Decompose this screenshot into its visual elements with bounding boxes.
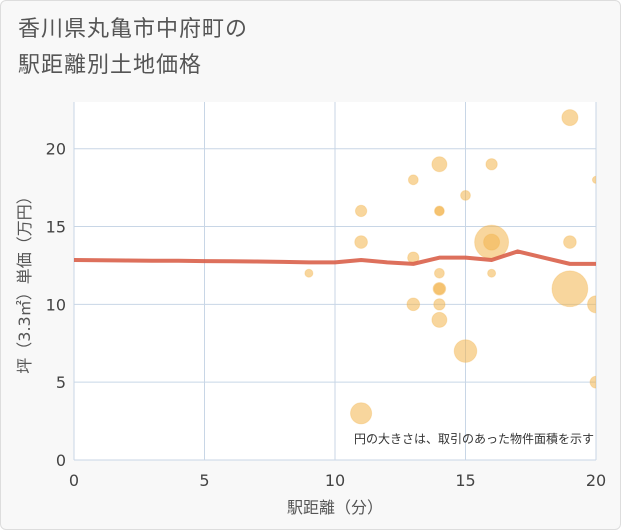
- data-point: [483, 233, 501, 251]
- data-point: [591, 175, 596, 184]
- data-point: [407, 174, 419, 186]
- data-point: [434, 267, 445, 279]
- data-point: [434, 206, 445, 216]
- chart-title: 香川県丸亀市中府町の 駅距離別土地価格: [18, 12, 248, 84]
- y-tick-label: 5: [56, 373, 66, 392]
- x-tick-label: 5: [199, 471, 209, 490]
- chart-title-line-2: 駅距離別土地価格: [18, 53, 203, 78]
- data-point: [354, 235, 368, 249]
- y-tick-label: 0: [56, 451, 66, 470]
- data-point: [433, 282, 446, 295]
- x-tick-label: 10: [325, 471, 345, 490]
- data-point: [485, 158, 498, 171]
- x-tick-label: 20: [586, 471, 606, 490]
- data-point: [304, 268, 314, 278]
- data-point: [431, 311, 448, 328]
- x-tick-label: 15: [455, 471, 475, 490]
- y-tick-label: 15: [46, 218, 66, 237]
- bubble-layer: [304, 109, 596, 425]
- data-point: [433, 298, 446, 311]
- data-point: [587, 295, 596, 314]
- tick-labels: 0 5 10 15 20 0 5 10 15 20: [46, 140, 607, 490]
- chart-title-line-1: 香川県丸亀市中府町の: [18, 17, 249, 42]
- y-axis-label: 坪（3.3㎡）単価（万円）: [15, 188, 34, 373]
- data-point: [453, 339, 478, 363]
- y-tick-label: 10: [46, 295, 66, 314]
- data-point: [350, 402, 373, 425]
- data-point: [460, 189, 471, 201]
- data-point: [563, 235, 577, 249]
- trend-line: [73, 249, 596, 266]
- data-point: [406, 297, 421, 312]
- data-point: [487, 268, 497, 278]
- x-tick-label: 0: [69, 471, 79, 490]
- data-point: [551, 270, 589, 308]
- x-axis-label: 駅距離（分）: [287, 498, 383, 517]
- data-point: [561, 109, 579, 127]
- bubble-size-note: 円の大きさは、取引のあった物件面積を示す: [354, 431, 594, 446]
- data-point: [431, 156, 448, 173]
- data-point: [589, 375, 596, 389]
- grid-lines: [73, 102, 597, 461]
- y-tick-label: 20: [46, 140, 66, 159]
- data-point: [354, 204, 368, 218]
